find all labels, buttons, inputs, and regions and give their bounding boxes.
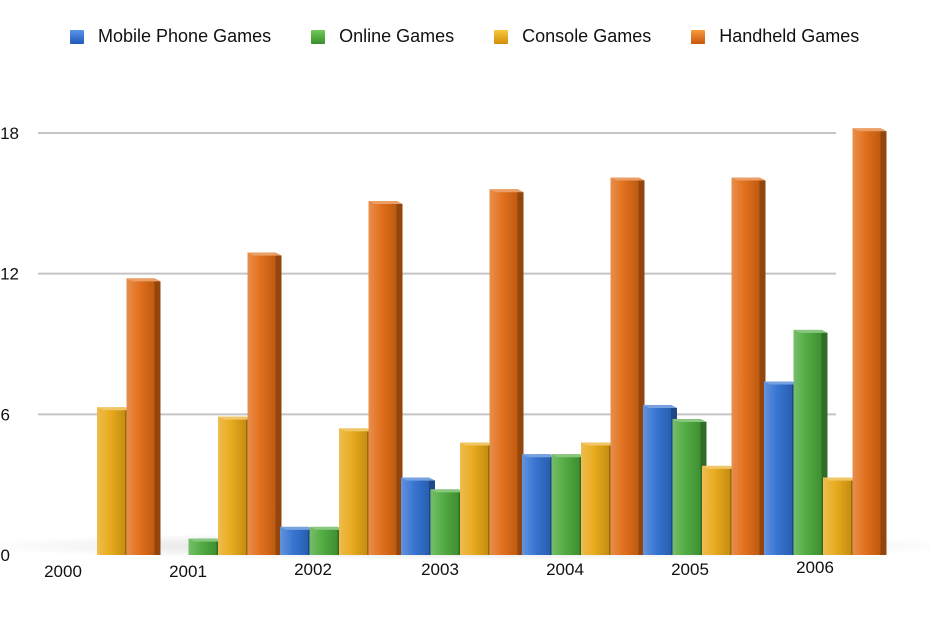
bars — [97, 128, 887, 556]
bar-2003-3 — [489, 189, 524, 555]
legend-item-console: Console Games — [494, 26, 651, 47]
bar-2002-0 — [280, 526, 314, 555]
bar-2002-2 — [339, 428, 373, 555]
bar-2006-1 — [793, 329, 828, 555]
legend-label-mobile: Mobile Phone Games — [98, 26, 272, 46]
bar-2000-3 — [126, 278, 161, 555]
x-tick-label-2006: 2006 — [796, 558, 834, 577]
legend-swatch-mobile — [70, 29, 84, 44]
x-tick-label-2004: 2004 — [546, 560, 584, 579]
legend-swatch-online — [311, 29, 326, 44]
y-tick-label-0: 0 — [1, 546, 10, 565]
bar-2006-2 — [823, 477, 857, 555]
legend-swatch-console — [494, 29, 509, 44]
legend-label-console: Console Games — [522, 26, 652, 46]
bar-2001-2 — [218, 416, 252, 555]
bar-2003-2 — [460, 442, 494, 555]
x-tick-label-2000: 2000 — [44, 562, 82, 581]
y-tick-label-12: 12 — [0, 265, 19, 284]
bar-2002-3 — [368, 200, 403, 555]
legend-item-mobile: Mobile Phone Games — [70, 26, 271, 47]
legend-label-handheld: Handheld Games — [719, 26, 860, 46]
x-tick-label-2005: 2005 — [671, 560, 709, 579]
bar-2004-1 — [551, 454, 586, 555]
bar-2000-2 — [97, 407, 131, 555]
legend-label-online: Online Games — [339, 26, 455, 46]
bar-2005-1 — [672, 419, 707, 555]
bar-2006-3 — [852, 128, 887, 556]
bar-2005-0 — [643, 404, 677, 555]
legend-item-handheld: Handheld Games — [691, 26, 859, 47]
legend: Mobile Phone Games Online Games Console … — [70, 26, 899, 47]
x-axis-labels: 2000 2001 2002 2003 2004 2005 2006 — [44, 558, 834, 581]
bar-2003-0 — [401, 477, 435, 555]
bar-2004-0 — [522, 454, 556, 555]
legend-swatch-handheld — [691, 29, 706, 44]
bar-2005-3 — [731, 177, 766, 556]
legend-item-online: Online Games — [311, 26, 454, 47]
y-tick-label-6: 6 — [1, 405, 10, 424]
x-tick-label-2001: 2001 — [169, 562, 207, 581]
bar-2003-1 — [430, 489, 465, 555]
bar-2006-0 — [764, 381, 798, 555]
bar-2004-2 — [581, 442, 615, 555]
bar-2004-3 — [610, 177, 645, 556]
gridlines — [38, 132, 836, 416]
y-axis-labels: 0 6 12 18 — [0, 124, 19, 565]
x-tick-label-2002: 2002 — [294, 560, 332, 579]
bar-2005-2 — [702, 465, 736, 555]
x-tick-label-2003: 2003 — [421, 560, 459, 579]
y-tick-label-18: 18 — [0, 124, 19, 143]
bar-2001-1 — [188, 538, 223, 555]
bar-2001-3 — [247, 252, 282, 556]
bar-2002-1 — [309, 526, 344, 555]
